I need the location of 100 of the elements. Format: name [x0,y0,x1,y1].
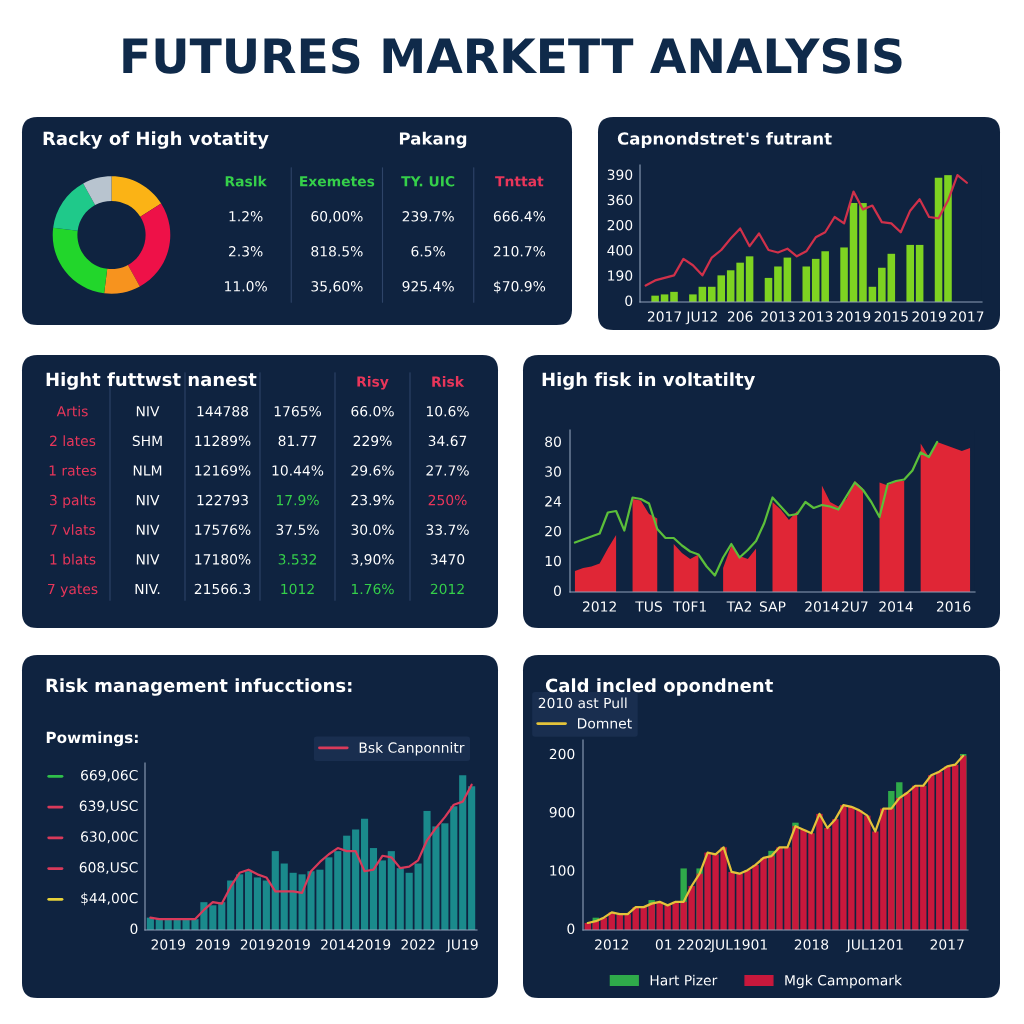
x-tick-label: JUL1201 [845,939,903,953]
text: 818.5% [311,246,363,257]
text: 1 rates [49,465,97,476]
text: 80 [545,436,561,447]
text: 37.5% [276,524,319,535]
text: 60,00% [311,211,363,223]
text: NIV [136,406,160,417]
text: SHM [132,435,162,447]
text: 1.76% [351,583,394,595]
category-label: Risy [357,376,389,390]
text: 2012 [430,583,464,595]
x-tick-label: 2019 [276,939,310,950]
legend-title: 2010 ast Pull [538,697,627,709]
x-tick-label: 2022 [401,939,435,950]
text: 666.4% [493,211,546,222]
text: 1 blats [50,553,96,565]
x-tick-label: SAP [759,601,786,612]
x-tick-label: T0F1 [673,601,706,612]
text: 608,USC [79,862,138,874]
x-tick-label: 2014 [805,601,839,612]
text: 1012 [281,583,314,595]
text: 900 [549,806,575,818]
x-tick-label: 2017 [647,311,682,322]
text: Hight futtwst nanest [46,372,257,390]
x-tick-label: 206 [727,311,753,322]
legend-label: Bsk Canponnitr [359,742,465,756]
legend-label: Domnet [578,718,632,729]
text: NIV [136,524,160,535]
text: 12169% [195,465,251,476]
text: 630,00C [81,831,138,844]
y-axis-title: Powmings: [46,731,138,747]
text: 390 [607,169,633,180]
category-label: Tnttat [495,176,544,187]
text: 27.7% [426,465,469,476]
category-label: Risk [432,376,465,387]
text: 0 [130,923,138,935]
x-tick-label: TA2 [726,601,752,612]
text: 10 [545,555,561,567]
x-tick-label: 2019 [912,311,946,322]
chart-title: Racky of High votatity [43,131,269,149]
text: 250% [428,494,467,506]
text: NIV. [135,583,160,595]
text: 3 palts [50,494,96,509]
text: $44,00C [81,892,138,906]
chart-title: Cald incled opondnent [545,678,773,696]
text: 7 yates [48,583,98,597]
chart-title: Risk management infucctions: [46,678,352,696]
text: 33.7% [426,524,469,535]
legend-label: Mgk Campomark [785,974,903,989]
text: 10.44% [272,465,324,476]
x-tick-label: 2019 [240,939,275,950]
text: 639,USC [79,800,138,813]
text: 3,90% [351,554,394,567]
text: 81.77 [278,435,317,447]
text: 7 vlats [50,524,96,535]
text: 1.2% [229,211,263,222]
category-label: TY. UIC [401,176,455,187]
text: 20 [545,525,561,537]
x-tick-label: 2014 [321,939,355,950]
text: 29.6% [351,465,394,476]
x-tick-label: 2018 [794,939,829,950]
category-label: Exemetes [300,176,375,187]
text: 100 [550,865,575,876]
text: 2 lates [50,435,96,447]
x-tick-label: TUS [635,601,662,612]
text: 190 [608,270,633,281]
text: NIV [136,495,160,506]
text: 17180% [195,554,251,565]
text: 10.6% [426,405,469,417]
x-tick-label: 2017 [930,939,964,950]
text: 11.0% [225,281,267,292]
text: 400 [607,245,633,256]
x-tick-label: 2016 [936,601,971,612]
text: 0 [625,295,633,307]
text: NIV [136,554,160,565]
text: Artis [56,405,88,417]
text: 6.5% [411,246,445,257]
text: 925.4% [402,281,454,292]
text: 144788 [197,405,249,417]
text: 23.9% [351,494,394,506]
legend-label: Hart Pizer [650,974,718,986]
text: 30 [545,466,561,477]
chart-title: High fisk in voltatilty [542,372,756,390]
text: 34.67 [428,435,467,447]
x-tick-label: 2013 [799,311,833,322]
text: 30.0% [351,524,394,535]
text: $70.9% [494,280,546,294]
x-tick-label: 01 2202 [655,939,711,950]
x-tick-label: 2012 [595,939,629,950]
text: 2.3% [229,246,263,257]
text: 669,06C [81,769,138,782]
text: FUTURES MARKETT ANALYSIS [123,37,902,74]
chart-title: Capnondstret's futrant [617,131,832,149]
x-tick-label: JUL1901 [710,939,767,953]
x-tick-label: JU19 [446,939,478,953]
text: 21566.3 [194,583,251,595]
x-tick-label: 2014 [879,601,913,612]
x-tick-label: JU12 [685,311,717,325]
x-tick-label: 2015 [874,311,908,322]
text: 11289% [195,435,251,447]
